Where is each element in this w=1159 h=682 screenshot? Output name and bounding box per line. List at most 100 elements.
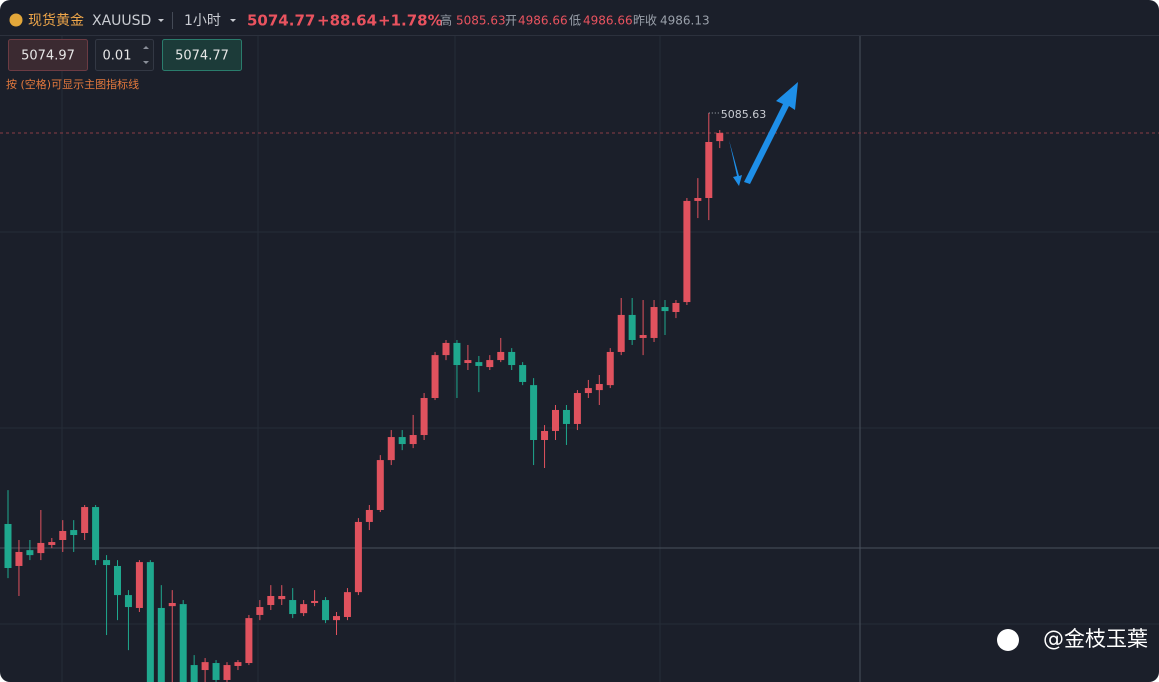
open: 4986.66 [518, 14, 568, 28]
candle-body [234, 662, 242, 666]
candle-body [661, 307, 669, 312]
candle-body [48, 542, 56, 545]
candle-body [212, 663, 220, 680]
candle-body [278, 595, 286, 600]
candle-body [267, 595, 275, 606]
candle-body [519, 365, 527, 382]
low-label: 低 [569, 14, 581, 28]
candle-body [157, 607, 165, 682]
candle-body [146, 562, 154, 682]
gold-icon [9, 13, 23, 27]
candle-body [552, 409, 559, 431]
watermark-icon [997, 629, 1019, 651]
dropdown-icon[interactable] [230, 19, 236, 22]
candle-body [311, 600, 319, 603]
arrow-up [744, 82, 798, 184]
candle-body [584, 388, 592, 394]
candle-body [354, 521, 362, 593]
candle-body [333, 616, 340, 621]
candle-body [114, 565, 121, 596]
candle-body [541, 430, 549, 440]
candle-body [486, 360, 494, 368]
hint: 按 (空格)可显示主图指标线 [6, 77, 139, 91]
candles [0, 113, 1159, 682]
candle-body [672, 302, 680, 312]
candle-body [530, 385, 538, 440]
candle-body [322, 600, 330, 621]
symbol-name[interactable]: 现货黄金 [28, 12, 84, 29]
candle-body [124, 595, 132, 608]
candle-body [343, 592, 351, 617]
candle-body [223, 665, 231, 680]
candle-body [37, 542, 45, 554]
candle-body [420, 398, 428, 436]
candle-body [70, 530, 78, 536]
candle-body [15, 551, 23, 566]
candle-body [716, 133, 724, 142]
candle-body [103, 560, 111, 566]
watermark: @金枝玉葉 [1043, 627, 1148, 651]
candle-body [92, 507, 100, 561]
interval[interactable]: 1小时 [184, 13, 221, 29]
high-label: 高 [440, 13, 452, 28]
high: 5085.63 [456, 14, 506, 28]
candle-body [431, 355, 439, 399]
candle-body [683, 200, 691, 303]
buy-price[interactable]: 5074.77 [175, 49, 229, 64]
lots-input[interactable] [95, 39, 154, 71]
prev-close: 4986.13 [660, 14, 710, 28]
buy-button[interactable] [162, 39, 242, 71]
candle-body [508, 351, 516, 366]
candle-body [289, 600, 297, 615]
candle-body [190, 665, 198, 682]
candle-body [694, 197, 702, 201]
candle-body [409, 435, 417, 445]
price: 5074.77 [247, 12, 315, 30]
candle-body [497, 351, 505, 361]
candle-body [595, 384, 603, 391]
candle-body [606, 351, 614, 386]
candle-body [245, 618, 253, 664]
candle-body [168, 602, 176, 607]
arrow-down [729, 140, 742, 186]
dropdown-icon[interactable] [158, 19, 164, 22]
change-pct: +1.78% [378, 12, 443, 30]
lots[interactable]: 0.01 [103, 49, 132, 64]
candle-body [639, 335, 647, 338]
candle-body [562, 409, 570, 424]
candle-body [464, 360, 472, 364]
grid [0, 36, 1159, 682]
candle-body [256, 607, 264, 615]
candle-body [81, 507, 89, 534]
candle-body [387, 437, 395, 461]
candle-body [650, 307, 658, 338]
candle-body [26, 550, 34, 556]
candle-body [453, 342, 461, 366]
candle-body [617, 314, 625, 352]
candle-body [300, 604, 308, 614]
candle-body [376, 460, 384, 510]
candle-body [59, 530, 67, 541]
sell-button[interactable] [8, 39, 88, 71]
high-annotation: 5085.63 [721, 108, 767, 121]
change: +88.64 [317, 12, 377, 30]
candle-body [398, 437, 406, 445]
candle-body [4, 523, 12, 568]
candle-body [201, 662, 209, 671]
candle-body [179, 604, 187, 682]
candle-body [442, 342, 450, 356]
candle-body [573, 393, 581, 424]
symbol[interactable]: XAUUSD [92, 13, 151, 29]
low: 4986.66 [583, 14, 633, 28]
candle-body [475, 362, 483, 366]
candle-body [135, 562, 143, 608]
candle-body [628, 314, 636, 340]
open-label: 开 [505, 14, 517, 28]
candle-body [705, 142, 713, 198]
candle-body [365, 509, 373, 522]
sell-price[interactable]: 5074.97 [21, 49, 75, 64]
prev-close-label: 昨收 [633, 14, 657, 28]
